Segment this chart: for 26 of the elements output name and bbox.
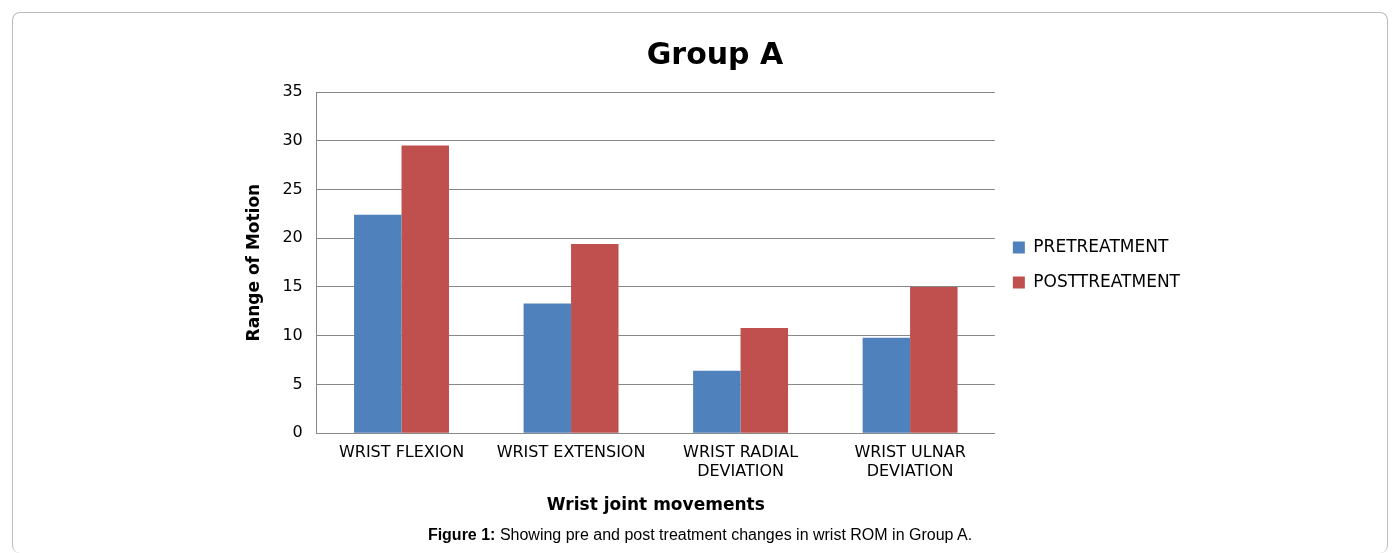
y-tick-label: 25 xyxy=(282,178,303,198)
y-tick-label: 5 xyxy=(292,373,303,393)
y-tick-label: 15 xyxy=(282,276,303,296)
y-axis-title: Range of Motion xyxy=(242,183,263,342)
bar xyxy=(571,244,619,433)
y-tick-label: 35 xyxy=(282,81,303,101)
legend-label: POSTTREATMENT xyxy=(1033,270,1181,291)
y-tick-label: 10 xyxy=(282,324,303,344)
bar xyxy=(740,327,789,433)
bar xyxy=(354,214,402,433)
legend-label: PRETREATMENT xyxy=(1033,235,1169,256)
bar xyxy=(862,337,911,433)
x-tick-label: WRIST ULNAR DEVIATION xyxy=(854,441,966,481)
y-tick-label: 20 xyxy=(282,227,303,247)
x-tick-label: WRIST RADIAL DEVIATION xyxy=(683,441,799,481)
y-tick-label: 30 xyxy=(282,129,303,149)
x-axis-title: Wrist joint movements xyxy=(546,494,765,515)
x-tick-label: WRIST FLEXION xyxy=(338,441,465,461)
x-tick-label: WRIST EXTENSION xyxy=(496,441,646,461)
caption: Figure 1: Showing pre and post treatment changes in wrist ROM in Group A. xyxy=(426,526,974,544)
bar xyxy=(523,303,572,433)
bar xyxy=(693,370,741,433)
bar xyxy=(401,145,449,433)
y-tick-label: 0 xyxy=(292,422,303,442)
bar xyxy=(910,286,958,433)
chart-title: Group A xyxy=(646,35,785,71)
